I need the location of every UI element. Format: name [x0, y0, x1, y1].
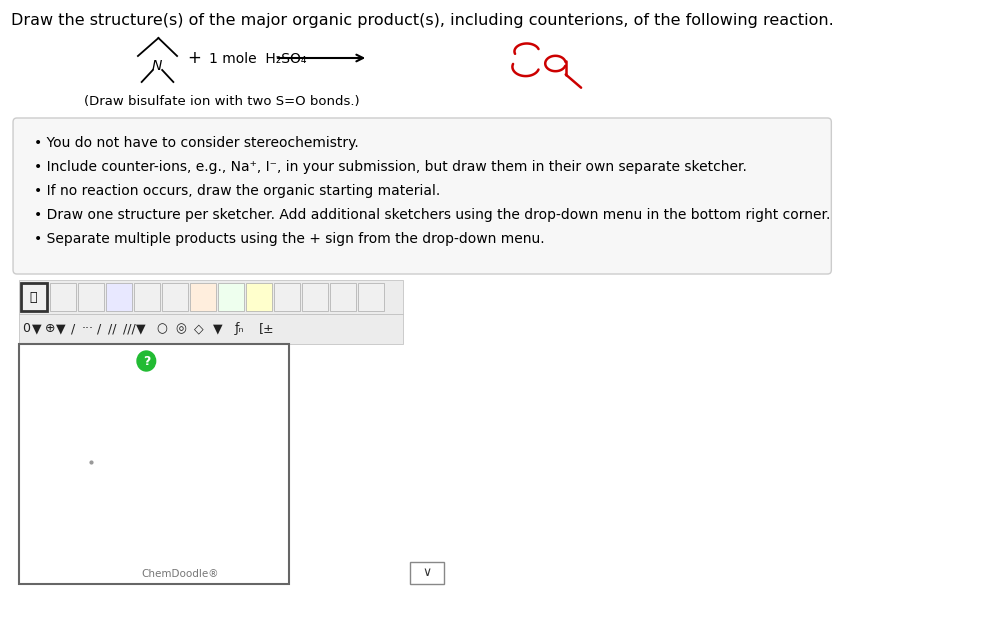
Text: /: /: [97, 322, 102, 335]
Text: /: /: [71, 322, 75, 335]
Text: 0: 0: [23, 322, 31, 335]
Circle shape: [137, 351, 156, 371]
Text: [±: [±: [259, 322, 274, 335]
Text: ▼: ▼: [32, 322, 41, 335]
Text: ∨: ∨: [422, 567, 431, 580]
Text: ▼: ▼: [56, 322, 65, 335]
Text: ⊕: ⊕: [44, 322, 55, 335]
FancyBboxPatch shape: [13, 118, 830, 274]
Text: ///: ///: [123, 322, 136, 335]
Text: • If no reaction occurs, draw the organic starting material.: • If no reaction occurs, draw the organi…: [34, 184, 440, 198]
Text: ✋: ✋: [30, 290, 37, 303]
Text: N: N: [151, 59, 162, 73]
Text: ◇: ◇: [193, 322, 203, 335]
Bar: [302, 283, 327, 311]
Bar: [190, 283, 216, 311]
Bar: [50, 283, 76, 311]
Bar: [162, 283, 188, 311]
Text: • You do not have to consider stereochemistry.: • You do not have to consider stereochem…: [34, 136, 358, 150]
Text: ▼: ▼: [212, 322, 222, 335]
Text: ?: ?: [143, 354, 150, 368]
Bar: [106, 283, 132, 311]
Text: • Draw one structure per sketcher. Add additional sketchers using the drop-down : • Draw one structure per sketcher. Add a…: [34, 208, 829, 222]
Bar: [19, 314, 402, 344]
Text: ○: ○: [157, 322, 168, 335]
Bar: [409, 562, 443, 584]
Text: ChemDoodle®: ChemDoodle®: [141, 569, 219, 579]
Bar: [329, 283, 356, 311]
Text: ƒₙ: ƒₙ: [235, 322, 245, 335]
Text: Draw the structure(s) of the major organic product(s), including counterions, of: Draw the structure(s) of the major organ…: [11, 13, 833, 28]
Text: • Include counter-ions, e.g., Na⁺, I⁻, in your submission, but draw them in thei: • Include counter-ions, e.g., Na⁺, I⁻, i…: [34, 160, 745, 174]
Text: 1 mole  H₂SO₄: 1 mole H₂SO₄: [209, 52, 306, 66]
Bar: [134, 283, 160, 311]
Text: ▼: ▼: [136, 322, 146, 335]
Bar: [274, 283, 300, 311]
Text: //: //: [108, 322, 116, 335]
Bar: [19, 280, 402, 314]
Bar: [21, 283, 46, 311]
Text: (Draw bisulfate ion with two S=O bonds.): (Draw bisulfate ion with two S=O bonds.): [84, 95, 359, 108]
Bar: [246, 283, 272, 311]
Text: ◎: ◎: [176, 322, 186, 335]
Text: ···: ···: [82, 322, 94, 335]
Bar: [19, 344, 289, 584]
Text: +: +: [186, 49, 200, 67]
Bar: [358, 283, 384, 311]
Bar: [218, 283, 244, 311]
Text: • Separate multiple products using the + sign from the drop-down menu.: • Separate multiple products using the +…: [34, 232, 543, 246]
Bar: [78, 283, 105, 311]
